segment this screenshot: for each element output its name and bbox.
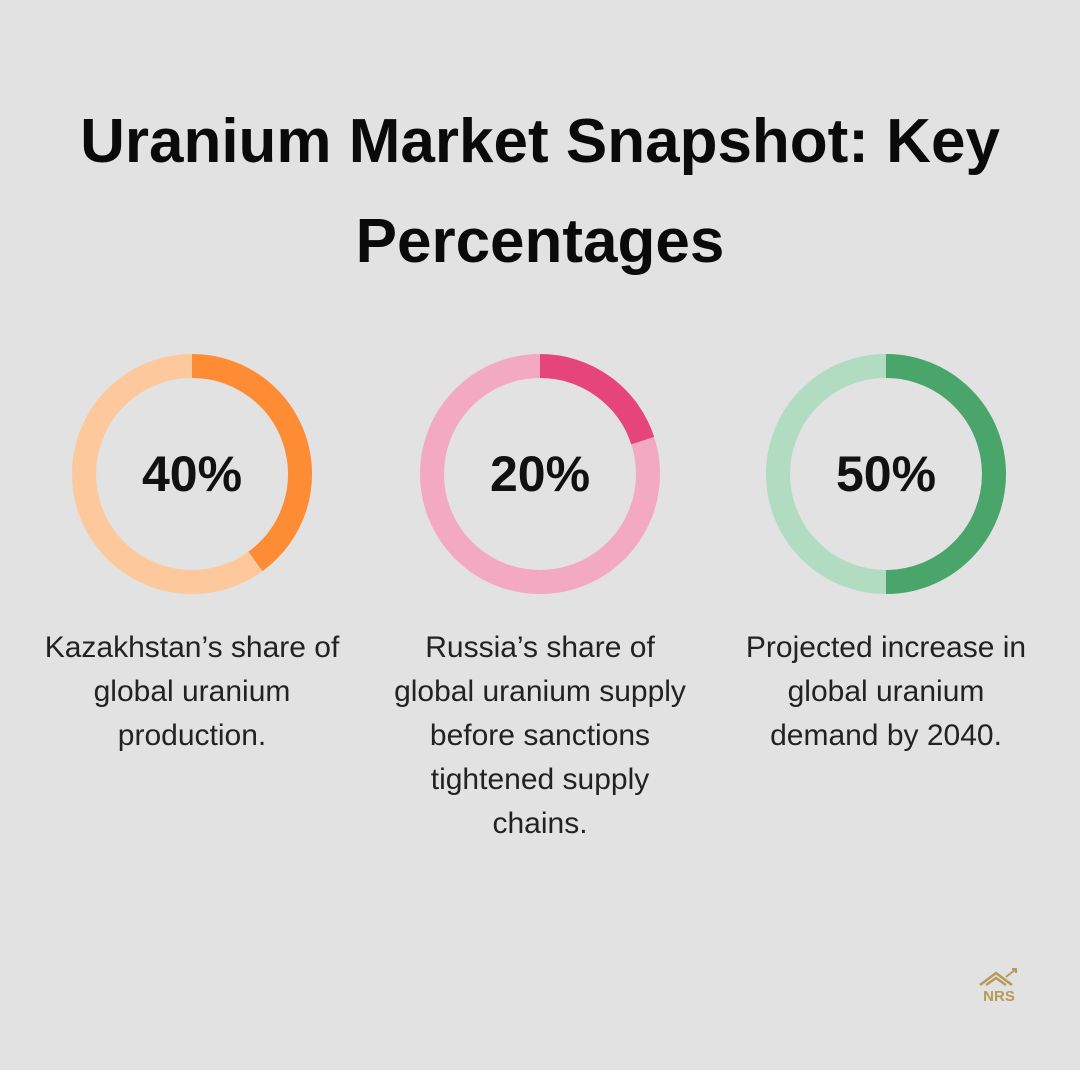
donut-arc — [885, 354, 1006, 594]
logo-text: NRS — [983, 988, 1015, 1005]
donut-charts: 40% 20% 50% — [72, 354, 1006, 594]
description: Russia’s share of global uranium supply … — [394, 631, 686, 840]
description: Projected increase in global uranium dem… — [745, 631, 1027, 752]
value-label: 20% — [490, 446, 590, 502]
value-label: 40% — [142, 446, 242, 502]
logo-icon — [979, 971, 1013, 987]
logo: NRS — [979, 968, 1017, 1005]
donut-arc — [191, 354, 312, 572]
description: Kazakhstan’s share of global uranium pro… — [44, 631, 340, 752]
title: Uranium Market Snapshot: Key Percentages — [80, 107, 1000, 276]
logo-arrow — [1005, 968, 1017, 978]
value-label: 50% — [836, 446, 936, 502]
donut-arc — [539, 354, 655, 445]
